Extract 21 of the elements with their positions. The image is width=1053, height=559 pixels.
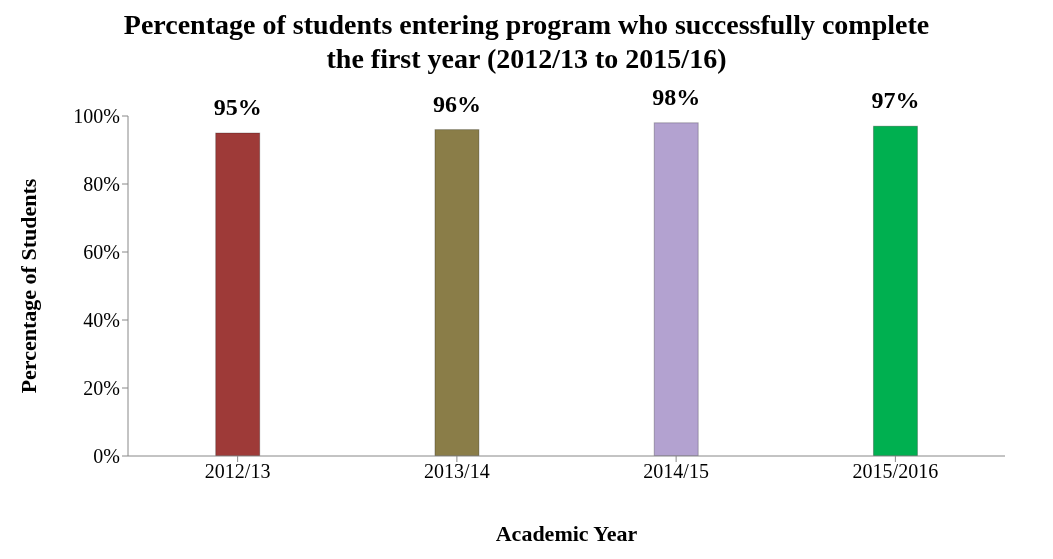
bar (653, 122, 699, 456)
y-tick-label: 20% (83, 377, 120, 400)
y-axis-title: Percentage of Students (15, 178, 41, 394)
x-tick-label: 2012/13 (204, 460, 271, 483)
x-tick-label: 2013/14 (424, 460, 490, 483)
x-axis-title: Academic Year (495, 521, 638, 546)
y-tick-label: 0% (93, 445, 120, 468)
data-label: 96% (432, 90, 481, 117)
x-tick-label: 2015/2016 (852, 460, 939, 483)
chart-title: Percentage of students entering program who successfully complete the first year (2012/13 to 2015/16) (122, 8, 931, 76)
bar (215, 132, 261, 456)
y-tick-label: 80% (83, 173, 120, 196)
x-tick-label: 2014/15 (643, 460, 709, 483)
data-label: 97% (871, 87, 920, 114)
data-label: 98% (652, 83, 701, 110)
data-label: 95% (213, 94, 262, 120)
y-tick-label: 100% (73, 105, 120, 128)
bar (872, 125, 918, 456)
y-tick-label: 60% (83, 241, 120, 264)
y-tick-label: 40% (83, 309, 120, 332)
bar (434, 129, 480, 456)
